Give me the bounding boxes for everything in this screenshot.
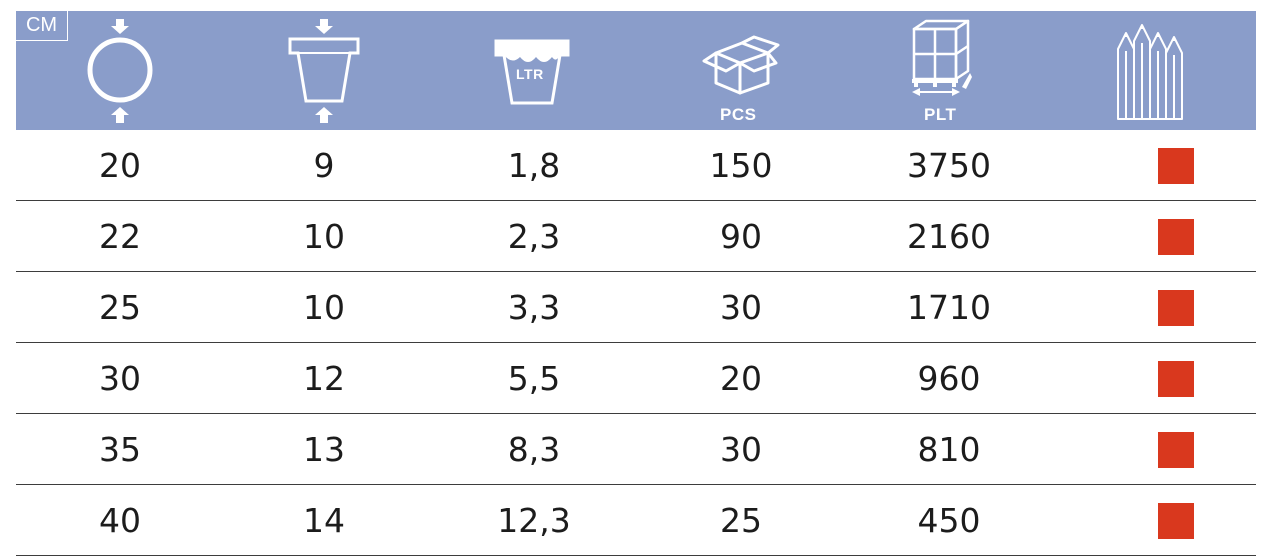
volume-liter-icon bbox=[494, 39, 570, 105]
color-pencils-icon bbox=[1117, 24, 1183, 120]
color-swatch bbox=[1158, 148, 1194, 184]
pieces-cell: 150 bbox=[709, 146, 773, 185]
diameter-circle-icon bbox=[87, 19, 153, 123]
pallet-cell: 1710 bbox=[907, 288, 991, 327]
box-pieces-icon bbox=[702, 35, 780, 95]
table-row: 30 12 5,5 20 960 bbox=[16, 343, 1256, 414]
pallet-cell: 2160 bbox=[907, 217, 991, 256]
volume-cell: 5,5 bbox=[507, 359, 561, 398]
volume-cell: 2,3 bbox=[507, 217, 561, 256]
volume-cell: 3,3 bbox=[507, 288, 561, 327]
color-swatch bbox=[1158, 432, 1194, 468]
table-row: 22 10 2,3 90 2160 bbox=[16, 201, 1256, 272]
diameter-cell: 40 bbox=[99, 501, 141, 540]
pieces-column-header: PCS bbox=[696, 11, 786, 130]
pallet-cell: 3750 bbox=[907, 146, 991, 185]
pallet-cell: 960 bbox=[917, 359, 981, 398]
unit-badge: CM bbox=[16, 11, 68, 41]
volume-cell: 12,3 bbox=[497, 501, 571, 540]
color-column-header bbox=[1106, 11, 1196, 130]
diameter-cell: 35 bbox=[99, 430, 141, 469]
diameter-cell: 30 bbox=[99, 359, 141, 398]
pallet-unit-label: PLT bbox=[924, 105, 957, 124]
table-row: 25 10 3,3 30 1710 bbox=[16, 272, 1256, 343]
pieces-cell: 25 bbox=[720, 501, 762, 540]
height-column-header bbox=[284, 11, 364, 130]
table-row: 35 13 8,3 30 810 bbox=[16, 414, 1256, 485]
pieces-cell: 30 bbox=[720, 288, 762, 327]
color-swatch bbox=[1158, 219, 1194, 255]
height-cell: 9 bbox=[313, 146, 335, 185]
pallet-icon bbox=[912, 19, 972, 96]
table-header: CM bbox=[16, 11, 1256, 130]
pieces-cell: 30 bbox=[720, 430, 762, 469]
height-cell: 10 bbox=[303, 288, 345, 327]
color-swatch bbox=[1158, 290, 1194, 326]
height-cell: 10 bbox=[303, 217, 345, 256]
height-cell: 12 bbox=[303, 359, 345, 398]
height-cell: 13 bbox=[303, 430, 345, 469]
pot-height-icon bbox=[288, 19, 360, 123]
product-spec-table: CM bbox=[16, 11, 1256, 556]
table-row: 40 14 12,3 25 450 bbox=[16, 485, 1256, 556]
color-swatch bbox=[1158, 503, 1194, 539]
pallet-cell: 810 bbox=[917, 430, 981, 469]
height-cell: 14 bbox=[303, 501, 345, 540]
pallet-cell: 450 bbox=[917, 501, 981, 540]
table-body: 20 9 1,8 150 3750 22 10 2,3 90 2160 25 10 3,3 30 1710 3… bbox=[16, 130, 1256, 556]
color-swatch bbox=[1158, 361, 1194, 397]
table-row: 20 9 1,8 150 3750 bbox=[16, 130, 1256, 201]
pieces-cell: 90 bbox=[720, 217, 762, 256]
volume-cell: 1,8 bbox=[507, 146, 561, 185]
pieces-unit-label: PCS bbox=[720, 105, 757, 124]
volume-unit-label: LTR bbox=[516, 66, 544, 82]
volume-cell: 8,3 bbox=[507, 430, 561, 469]
diameter-cell: 22 bbox=[99, 217, 141, 256]
diameter-cell: 20 bbox=[99, 146, 141, 185]
pieces-cell: 20 bbox=[720, 359, 762, 398]
volume-column-header: LTR bbox=[494, 11, 574, 130]
pallet-column-header: PLT bbox=[904, 11, 994, 130]
diameter-cell: 25 bbox=[99, 288, 141, 327]
diameter-column-header bbox=[80, 11, 160, 130]
